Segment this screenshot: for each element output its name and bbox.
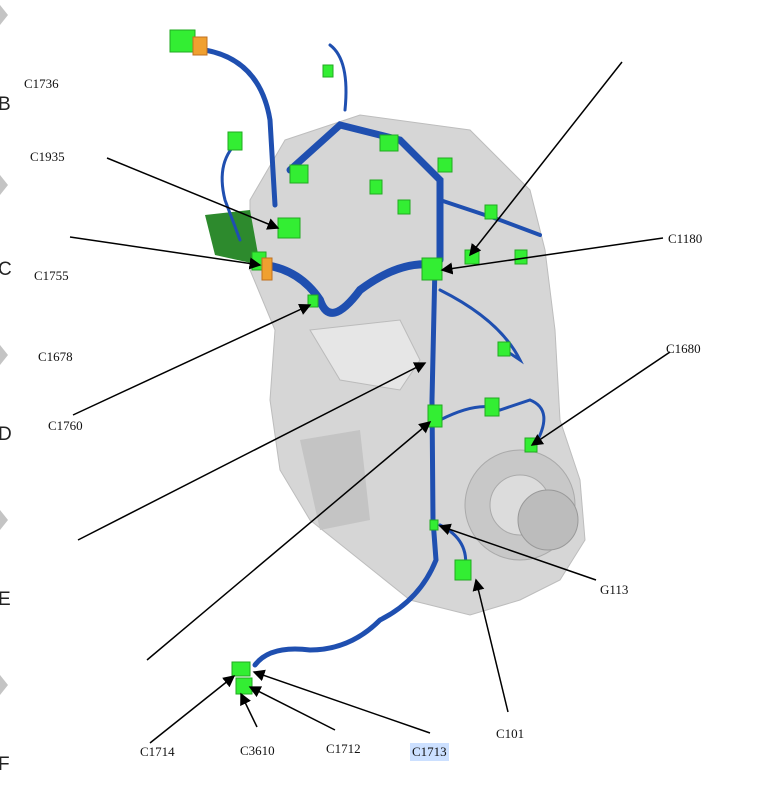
chevron-icon [0, 345, 8, 365]
chevron-icon [0, 5, 8, 25]
label-c1180[interactable]: C1180 [668, 231, 703, 246]
leader-lines [69, 61, 671, 744]
engine-block [205, 114, 586, 616]
label-c101[interactable]: C101 [496, 726, 525, 741]
zone-marker-b: B [0, 94, 11, 115]
label-c1760[interactable]: C1760 [48, 418, 83, 433]
chevron-icon [0, 675, 8, 695]
zone-chevrons [0, 5, 8, 695]
label-c1755[interactable]: C1755 [34, 268, 69, 283]
zone-marker-d: D [0, 424, 12, 445]
chevron-icon [0, 175, 8, 195]
zone-marker-c: C [0, 259, 12, 280]
label-g113[interactable]: G113 [600, 582, 629, 597]
label-c1680[interactable]: C1680 [666, 341, 701, 356]
label-c1713-highlighted[interactable]: C1713 [410, 743, 449, 761]
label-c1712[interactable]: C1712 [326, 741, 361, 756]
label-c1678[interactable]: C1678 [38, 349, 73, 364]
wiring-harness [202, 43, 546, 668]
label-c1714[interactable]: C1714 [140, 744, 175, 759]
zone-marker-f: F [0, 754, 10, 775]
label-c1935[interactable]: C1935 [30, 149, 65, 164]
connectors [169, 29, 538, 695]
chevron-icon [0, 510, 8, 530]
label-c3610[interactable]: C3610 [240, 743, 275, 758]
label-c1736[interactable]: C1736 [24, 76, 59, 91]
zone-marker-e: E [0, 589, 11, 610]
